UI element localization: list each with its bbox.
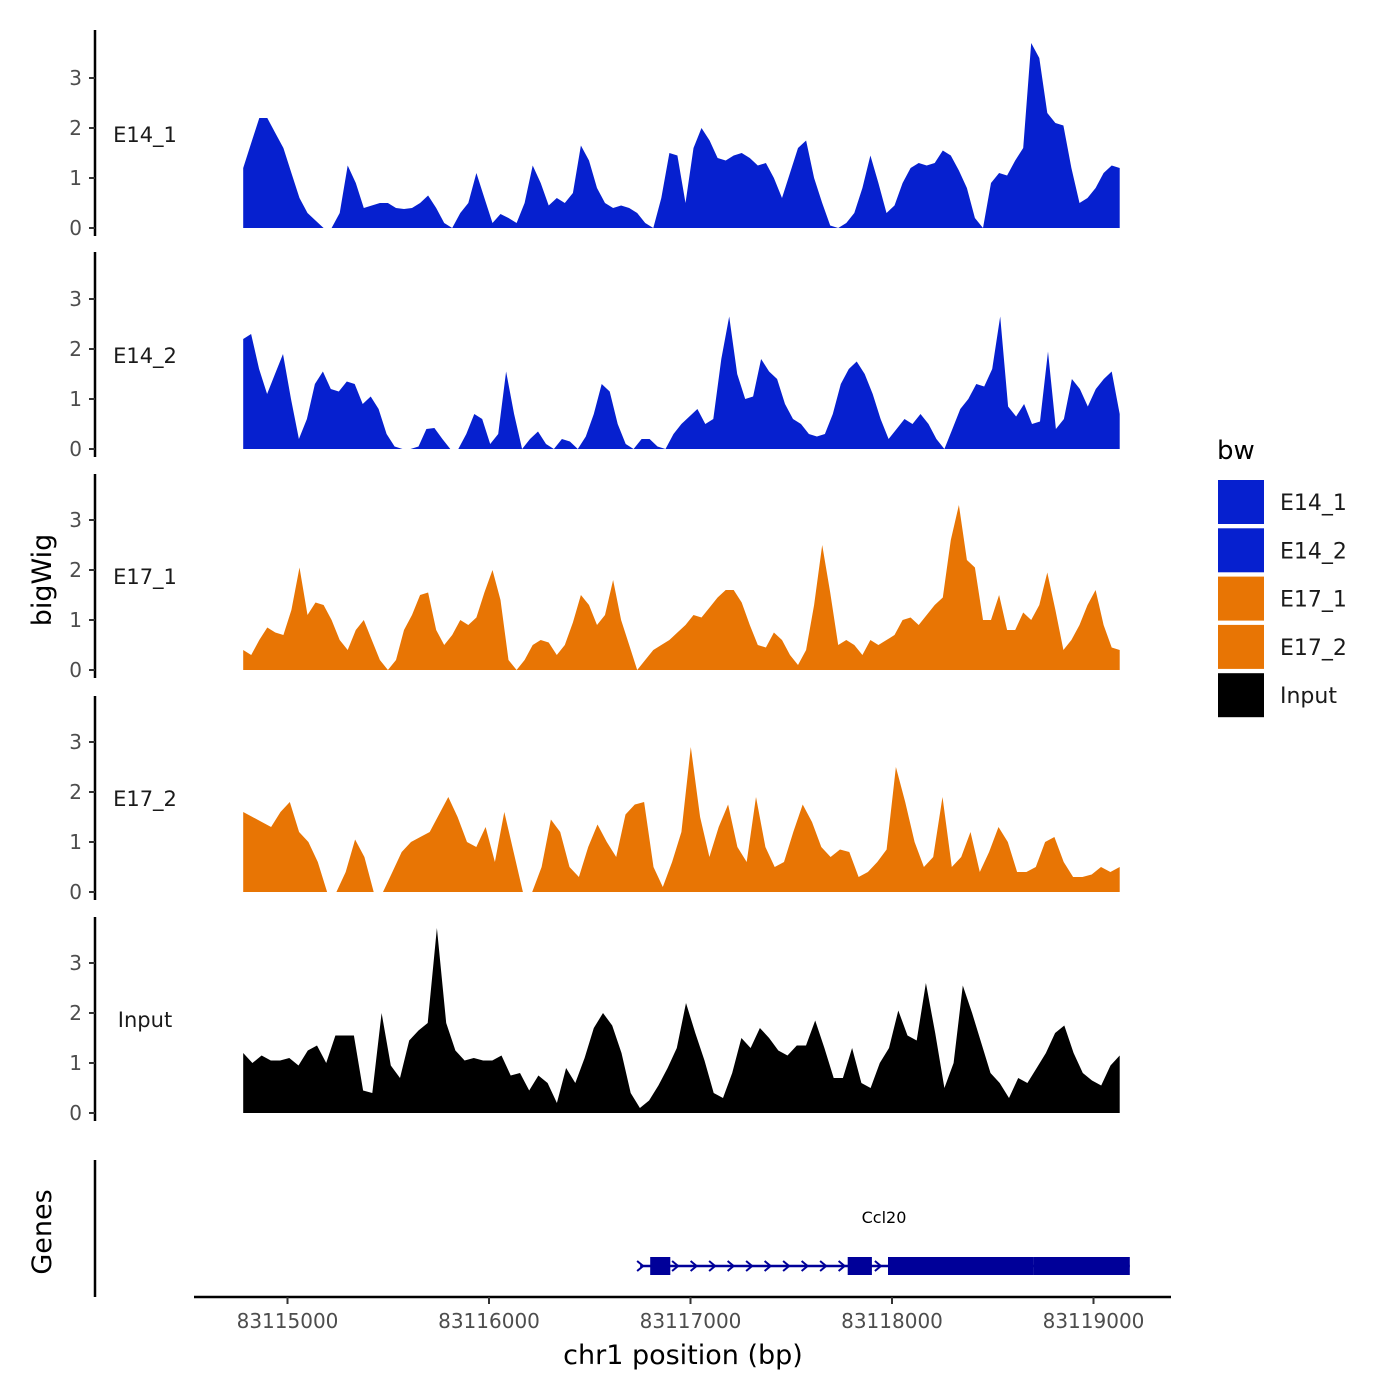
legend: bw E14_1 E14_2 E17_1 E17_2 Input [1217, 436, 1347, 718]
area-series-e14-1 [243, 43, 1120, 228]
strand-arrow [708, 1260, 717, 1272]
gene-track: Ccl20 [93, 1160, 1130, 1297]
y-tick-label: 1 [69, 1051, 82, 1075]
genes-axis-title: Genes [27, 1189, 58, 1274]
legend-swatch [1218, 576, 1264, 621]
exon-2 [847, 1257, 872, 1275]
area-series-input [243, 928, 1120, 1113]
y-tick-label: 1 [69, 830, 82, 854]
exon-4 [1033, 1257, 1130, 1275]
y-tick-label: 0 [69, 658, 82, 682]
strand-arrow [726, 1260, 736, 1272]
strand-arrow [800, 1260, 810, 1272]
strand-arrow [636, 1260, 645, 1272]
area-series-e17-1 [243, 505, 1120, 670]
strand-arrow [745, 1260, 754, 1272]
y-tick-label: 0 [69, 1101, 82, 1125]
x-axis: 83115000 83116000 83117000 83118000 83119000 [194, 1295, 1171, 1333]
x-tick-label: 83115000 [237, 1309, 339, 1333]
legend-swatch [1218, 528, 1264, 573]
y-tick-label: 0 [69, 437, 82, 461]
track-label: E17_1 [113, 565, 177, 590]
legend-label: E14_2 [1280, 539, 1347, 564]
x-axis-title: chr1 position (bp) [563, 1340, 803, 1371]
gene-name-label: Ccl20 [862, 1208, 907, 1227]
x-tick-label: 83117000 [640, 1309, 742, 1333]
y-tick-label: 1 [69, 387, 82, 411]
track-input: 0 1 2 3 Input [69, 917, 1120, 1125]
y-tick-label: 1 [69, 608, 82, 632]
strand-arrow [671, 1260, 680, 1272]
y-tick-label: 2 [69, 337, 82, 361]
y-tick-label: 0 [69, 216, 82, 240]
y-tick-label: 1 [69, 166, 82, 190]
signal-tracks: 0 1 2 3 E14_1 0 1 2 3 E14_2 0 1 2 3 E17_1 0 1 2 3 E17_2 0 1 2 3… [69, 30, 1120, 1125]
y-tick-label: 2 [69, 116, 82, 140]
strand-arrow [782, 1260, 791, 1272]
strand-arrow [819, 1260, 828, 1272]
track-label: Input [118, 1008, 172, 1032]
track-label: E17_2 [113, 787, 177, 812]
track-label: E14_1 [113, 123, 177, 148]
legend-title: bw [1217, 436, 1255, 466]
y-tick-label: 2 [69, 558, 82, 582]
legend-swatch [1218, 673, 1264, 718]
track-label: E14_2 [113, 344, 177, 369]
exon-3 [888, 1257, 1034, 1275]
legend-swatch [1218, 624, 1264, 669]
track-e17-2: 0 1 2 3 E17_2 [69, 696, 1120, 904]
strand-arrow [874, 1260, 883, 1272]
legend-swatch [1218, 480, 1264, 524]
x-tick-label: 83116000 [438, 1309, 540, 1333]
legend-label: E17_1 [1280, 588, 1347, 613]
y-tick-label: 3 [69, 508, 82, 532]
track-e17-1: 0 1 2 3 E17_1 [69, 474, 1120, 682]
x-tick-label: 83119000 [1043, 1309, 1145, 1333]
y-tick-label: 2 [69, 780, 82, 804]
y-tick-label: 3 [69, 951, 82, 975]
y-axis-title: bigWig [27, 534, 58, 627]
exon-1 [650, 1257, 671, 1275]
y-tick-label: 3 [69, 287, 82, 311]
strand-arrow [689, 1260, 699, 1272]
legend-label: E14_1 [1280, 491, 1347, 516]
track-e14-2: 0 1 2 3 E14_2 [69, 252, 1120, 461]
y-tick-label: 0 [69, 880, 82, 904]
x-tick-label: 83118000 [841, 1309, 943, 1333]
y-tick-label: 3 [69, 66, 82, 90]
area-series-e17-2 [243, 747, 1120, 892]
strand-arrow [763, 1260, 773, 1272]
legend-label: Input [1280, 684, 1337, 709]
legend-label: E17_2 [1280, 636, 1347, 661]
strand-arrow [837, 1260, 847, 1272]
y-tick-label: 2 [69, 1001, 82, 1025]
area-series-e14-2 [243, 316, 1120, 449]
y-tick-label: 3 [69, 730, 82, 754]
track-e14-1: 0 1 2 3 E14_1 [69, 30, 1120, 240]
